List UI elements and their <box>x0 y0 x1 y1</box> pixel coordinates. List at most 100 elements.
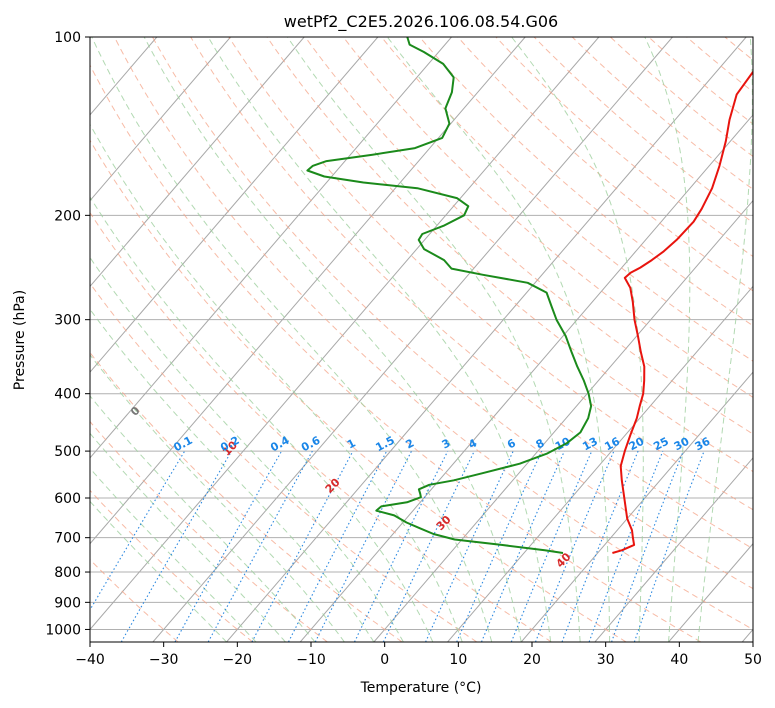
moist-adiabat-line <box>90 354 345 642</box>
mixing-ratio-line <box>561 450 639 642</box>
mixing-ratio-label: 25 <box>651 435 671 454</box>
moist-adiabat-line <box>90 500 227 642</box>
mixing-ratio-label: 3 <box>440 436 453 451</box>
mixing-ratio-label: 6 <box>505 436 518 451</box>
isotherm-line <box>520 371 753 642</box>
mixing-ratio-line <box>588 450 664 642</box>
moist-adiabat-line <box>91 37 493 642</box>
mixing-ratio-line <box>382 450 475 642</box>
temperature-profile-line <box>612 70 753 554</box>
dry-adiabat-line <box>90 489 254 642</box>
y-tick-label: 800 <box>54 565 81 581</box>
dry-adiabat-line <box>763 37 775 642</box>
isotherm-line <box>447 285 753 642</box>
mixing-ratio-line <box>288 450 388 642</box>
mixing-ratio-line <box>534 450 615 642</box>
isotherm-line <box>90 37 305 288</box>
dry-adiabat-line <box>228 37 753 511</box>
dry-adiabat-line <box>304 37 753 435</box>
isotherm-line <box>299 114 753 642</box>
pressure-grid <box>90 37 753 630</box>
dry-adiabat-line <box>724 37 753 61</box>
y-tick-label: 900 <box>54 595 81 611</box>
isotherm-line <box>373 199 753 642</box>
isotherm-line <box>594 457 753 642</box>
dewpoint-profile-line <box>306 37 593 554</box>
mixing-ratio-line <box>354 450 449 642</box>
mixing-ratio-label: 20 <box>627 435 647 454</box>
dry-adiabat-line <box>90 351 403 642</box>
dry-adiabat-line <box>342 37 753 398</box>
x-tick-label: 10 <box>449 652 467 668</box>
isotherm-line <box>90 37 526 545</box>
x-axis: −40 −30 −20 −10 0 10 20 30 40 50 <box>75 642 762 668</box>
moist-adiabat-line <box>511 37 644 642</box>
mixing-ratio-lines <box>90 450 705 642</box>
mixing-ratio-line <box>251 450 354 642</box>
mixing-ratio-line <box>314 450 412 642</box>
mixing-ratio-line <box>633 450 705 642</box>
mixing-ratio-line <box>510 450 593 642</box>
dry-adiabat-line <box>113 37 753 630</box>
moist-adiabat-line <box>207 37 552 642</box>
x-tick-label: −20 <box>223 652 253 668</box>
dry-adiabat-line <box>90 139 627 642</box>
profile-series <box>306 37 753 554</box>
mixing-ratio-line <box>611 450 684 642</box>
dry-adiabat-line <box>381 37 753 362</box>
moist-adiabat-line <box>90 432 286 642</box>
isotherm-line <box>0 37 10 642</box>
mixing-ratio-label: 4 <box>466 436 479 451</box>
chart-title: wetPf2_C2E5.2026.106.08.54.G06 <box>284 12 558 32</box>
y-tick-label: 700 <box>54 531 81 547</box>
moist-adiabat-line <box>386 37 611 642</box>
dry-adiabat-line <box>686 37 753 93</box>
isotherm-line <box>226 37 747 642</box>
moist-adiabat-line <box>143 37 522 642</box>
dry-adiabat-line <box>90 420 328 642</box>
moist-adiabat-line <box>90 395 316 642</box>
mixing-ratio-line <box>120 450 233 642</box>
dry-adiabat-line <box>90 211 552 642</box>
isotherms <box>0 37 753 642</box>
y-tick-label: 400 <box>54 387 81 403</box>
moist-adiabat-line <box>697 37 753 642</box>
y-tick-label: 1000 <box>45 622 81 638</box>
dry-adiabat-line <box>610 37 753 158</box>
dry-adiabat-label: -10 <box>36 362 59 385</box>
dry-adiabat-label: 30 <box>434 513 454 533</box>
mixing-ratio-line <box>480 450 565 642</box>
mixing-ratio-label: 30 <box>672 435 692 454</box>
plot-area: -100-90-80-70-60-50-40-30-20-10010203040… <box>0 37 775 642</box>
x-axis-label: Temperature (°C) <box>360 680 482 696</box>
dry-adiabat-label: 20 <box>323 476 343 496</box>
isotherm-line <box>668 542 753 642</box>
dry-adiabat-line <box>533 37 753 224</box>
mixing-ratio-label: 2 <box>403 436 416 451</box>
moist-adiabat-line <box>90 256 404 642</box>
dry-adiabat-line <box>571 37 753 190</box>
moist-adiabat-line <box>90 123 463 642</box>
x-tick-label: 20 <box>523 652 541 668</box>
y-tick-label: 100 <box>54 30 81 46</box>
mixing-ratio-label: 16 <box>602 435 622 454</box>
mixing-ratio-line <box>90 450 186 611</box>
dry-adiabat-line <box>419 37 753 327</box>
x-tick-label: 40 <box>670 652 688 668</box>
y-tick-label: 600 <box>54 491 81 507</box>
dry-adiabat-line <box>90 64 702 642</box>
x-tick-label: 0 <box>380 652 389 668</box>
moist-adiabat-line <box>286 37 581 642</box>
isotherm-line <box>90 37 452 459</box>
moist-adiabat-line <box>90 196 434 642</box>
mixing-ratio-label: 13 <box>580 435 600 454</box>
x-tick-label: 30 <box>597 652 615 668</box>
isotherm-line <box>152 37 673 642</box>
mixing-ratio-line <box>456 450 543 642</box>
dry-adiabat-line <box>90 558 179 642</box>
mixing-ratio-label: 36 <box>693 435 713 454</box>
moist-adiabat-line <box>90 467 257 642</box>
moist-adiabats <box>90 37 753 642</box>
plot-frame <box>89 36 754 643</box>
dry-adiabats <box>90 37 775 642</box>
